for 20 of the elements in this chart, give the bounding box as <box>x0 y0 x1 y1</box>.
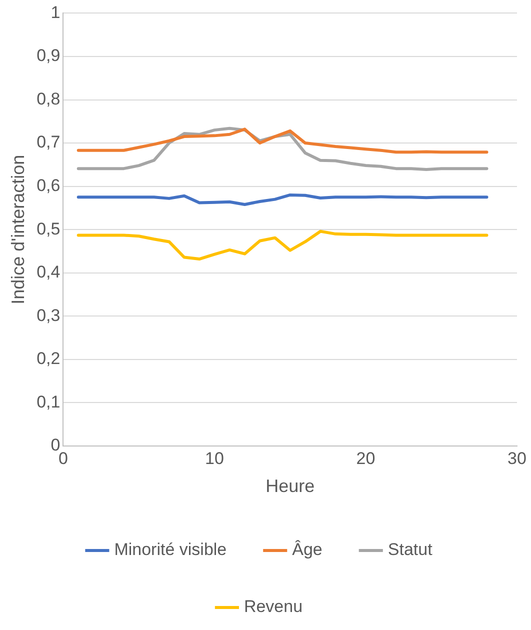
x-tick-label: 30 <box>508 448 526 468</box>
y-tick-label: 0 <box>50 436 60 455</box>
y-tick-label: 0,1 <box>36 392 60 412</box>
y-tick-label: 0,7 <box>36 132 60 152</box>
y-tick-label: 1 <box>50 2 60 22</box>
x-axis-title: Heure <box>266 476 315 496</box>
y-tick-label: 0,9 <box>36 46 60 66</box>
legend-label: Statut <box>388 540 433 560</box>
legend-label: Âge <box>292 540 322 560</box>
legend-label: Minorité visible <box>114 540 227 560</box>
y-tick-label: 0,8 <box>36 89 60 108</box>
x-tick-label: 10 <box>205 448 224 468</box>
y-axis-title: Indice d'interaction <box>8 154 28 304</box>
x-tick-label: 20 <box>356 448 376 468</box>
legend-label: Revenu <box>244 597 303 616</box>
y-tick-label: 0,3 <box>36 306 60 325</box>
y-tick-label: 0,5 <box>36 219 60 238</box>
y-tick-label: 0,2 <box>36 349 60 368</box>
y-tick-label: 0,4 <box>36 262 60 282</box>
y-tick-label: 0,6 <box>36 176 60 196</box>
